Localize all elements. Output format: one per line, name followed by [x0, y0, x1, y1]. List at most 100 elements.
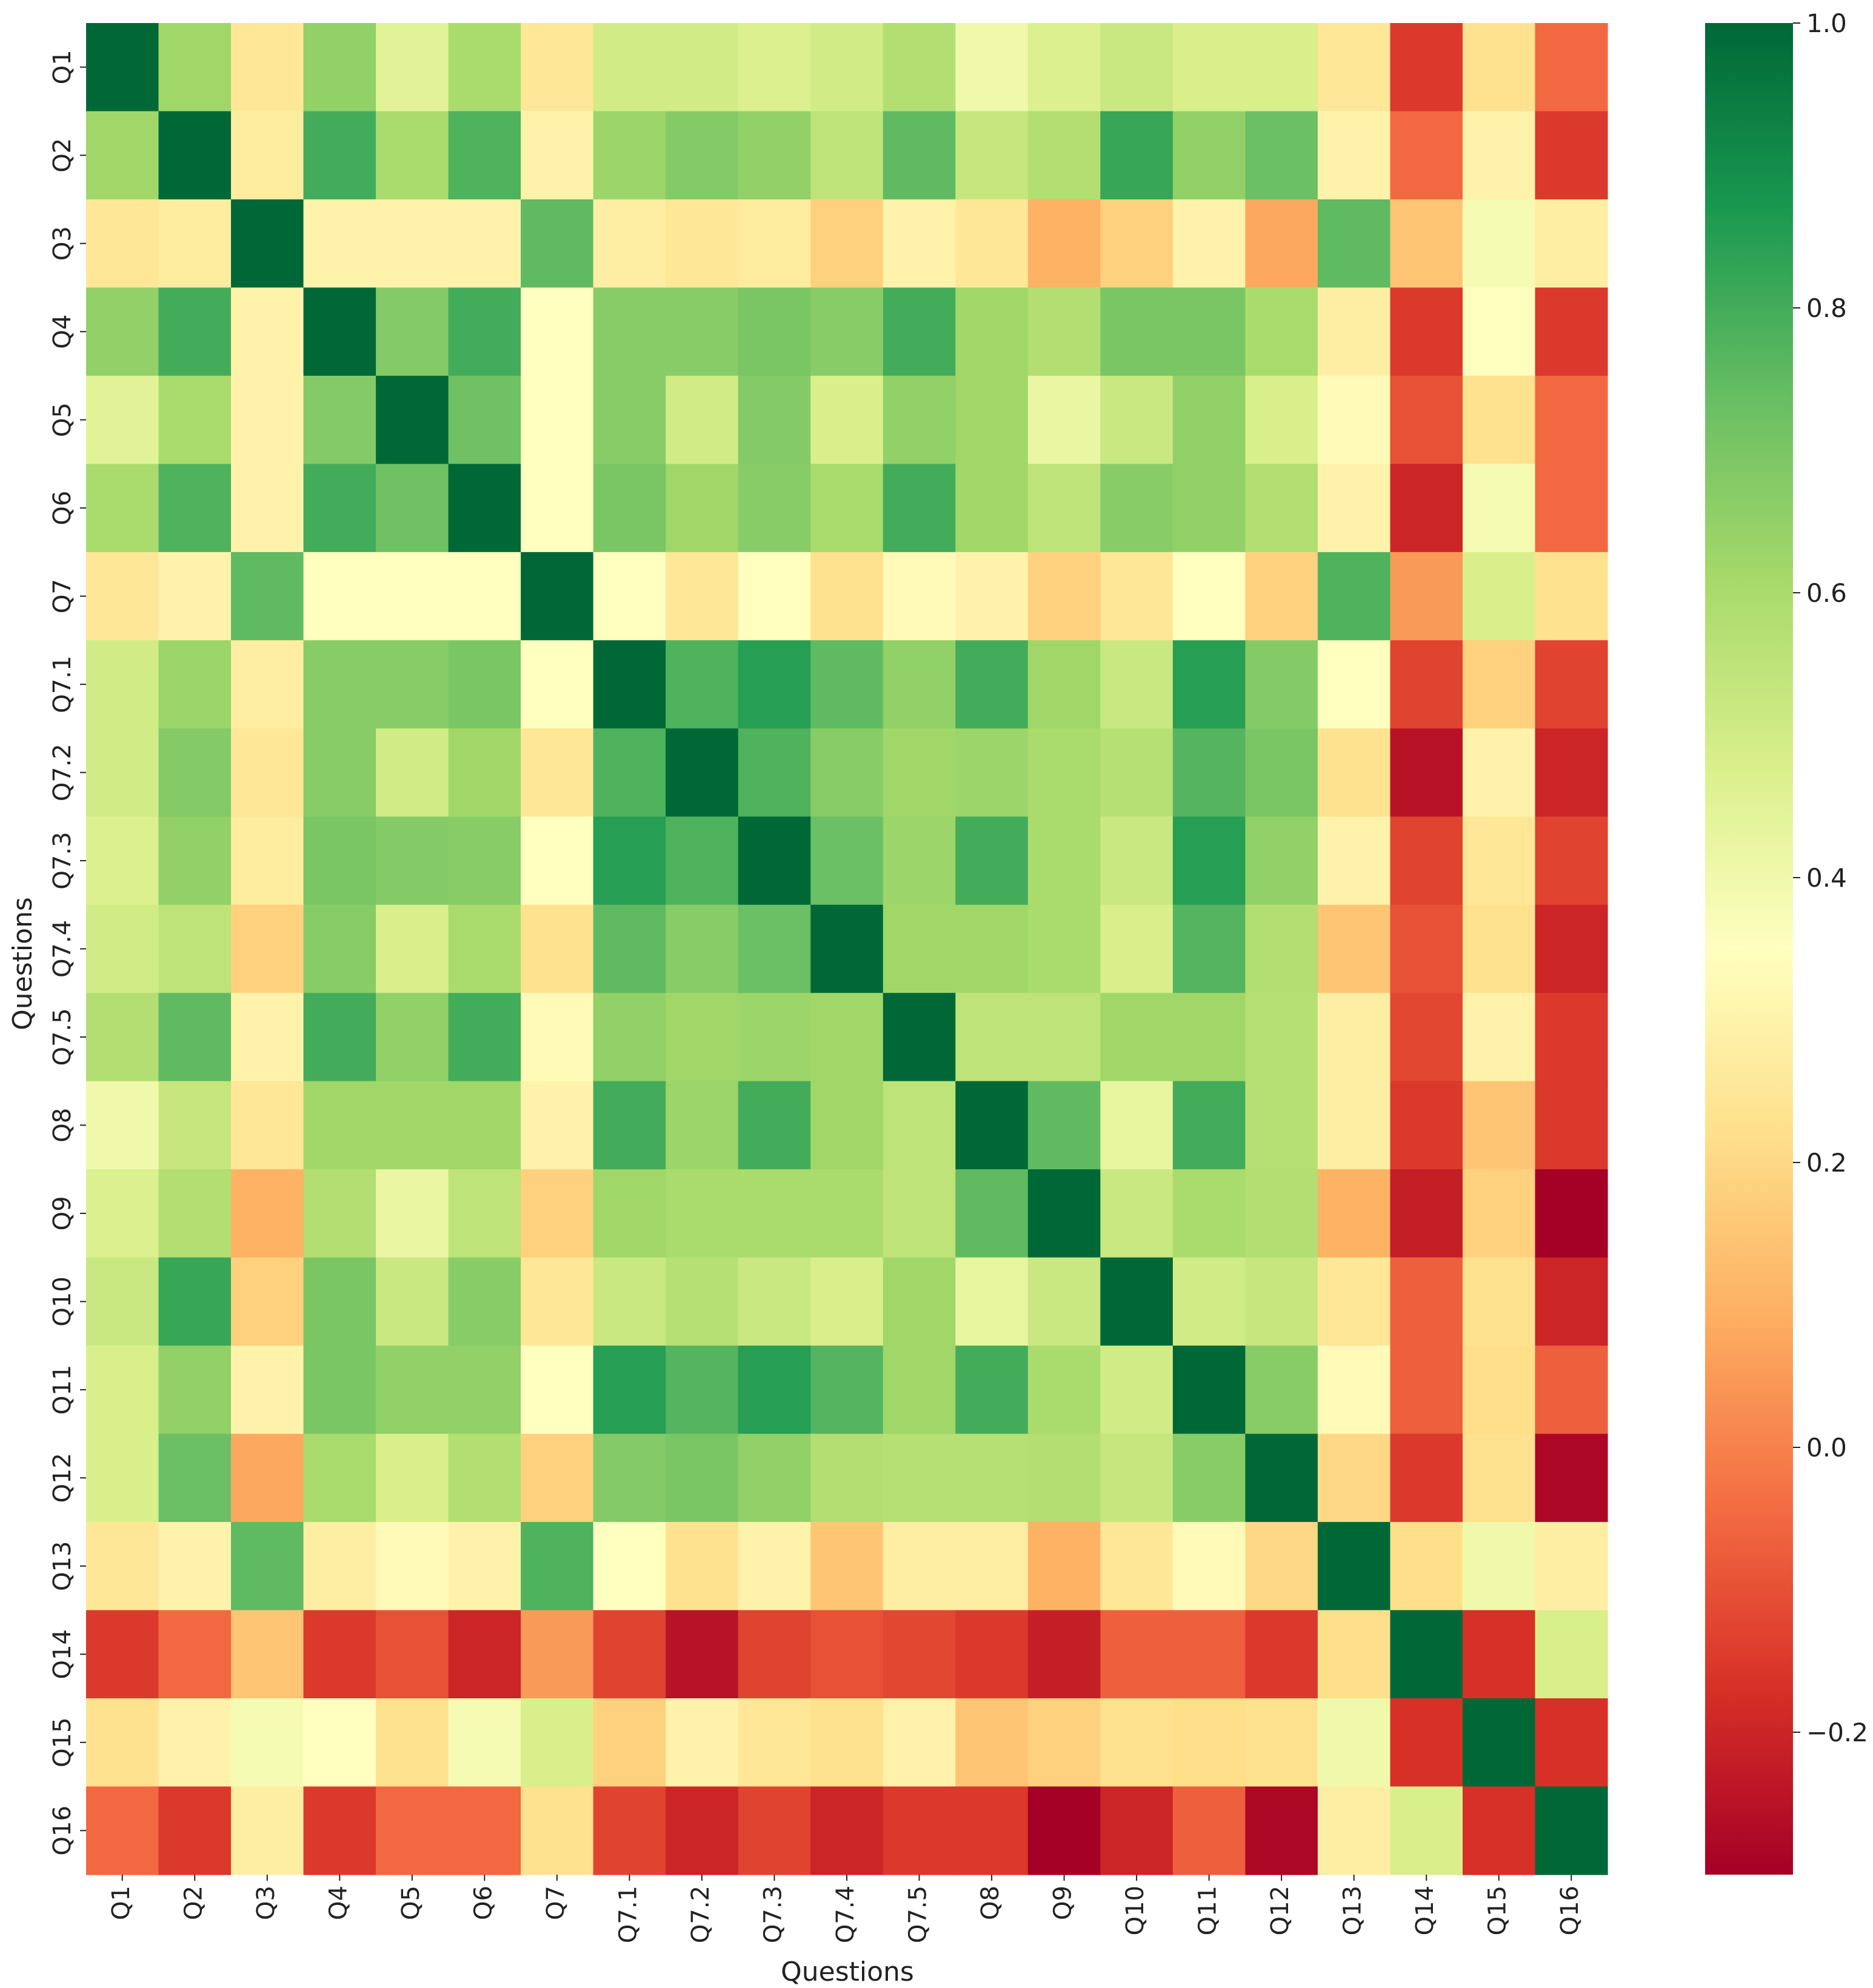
heatmap-cell-Q14-Q1 — [86, 1610, 159, 1699]
heatmap-cell-Q1-Q6 — [448, 23, 521, 112]
heatmap-cell-Q7.1-Q6 — [448, 640, 521, 729]
heatmap-cell-Q15-Q10 — [1100, 1698, 1174, 1787]
heatmap-cell-Q15-Q5 — [376, 1698, 449, 1787]
heatmap-cell-Q6-Q7.5 — [883, 464, 956, 553]
heatmap-cell-Q11-Q7.2 — [666, 1346, 739, 1435]
y-tick-label: Q5 — [48, 402, 76, 437]
heatmap-cell-Q4-Q12 — [1245, 287, 1318, 376]
heatmap-cell-Q14-Q5 — [376, 1610, 449, 1699]
heatmap-cell-Q7.1-Q2 — [158, 640, 232, 729]
heatmap-cell-Q1-Q9 — [1027, 23, 1101, 112]
heatmap-cell-Q9-Q5 — [376, 1169, 449, 1258]
heatmap-cell-Q16-Q3 — [231, 1786, 304, 1875]
heatmap-cell-Q13-Q5 — [376, 1522, 449, 1611]
heatmap-cell-Q12-Q16 — [1535, 1433, 1608, 1523]
heatmap-cell-Q14-Q14 — [1390, 1610, 1463, 1699]
heatmap-cell-Q1-Q15 — [1462, 23, 1536, 112]
heatmap-cell-Q9-Q7 — [521, 1169, 594, 1258]
heatmap-cell-Q7.2-Q7.3 — [738, 728, 811, 817]
heatmap-cell-Q6-Q11 — [1172, 464, 1246, 553]
heatmap-cell-Q5-Q11 — [1172, 375, 1246, 464]
heatmap-cell-Q1-Q7.5 — [883, 23, 956, 112]
heatmap-cell-Q7.4-Q12 — [1245, 904, 1318, 993]
heatmap-cell-Q2-Q1 — [86, 111, 159, 200]
heatmap-cell-Q7.3-Q7.3 — [738, 816, 811, 906]
heatmap-cell-Q9-Q7.4 — [810, 1169, 884, 1258]
heatmap-cell-Q7.1-Q7.1 — [593, 640, 666, 729]
x-tick-label: Q15 — [1484, 1886, 1512, 1935]
heatmap-cell-Q7.5-Q1 — [86, 993, 159, 1082]
x-tick-label: Q11 — [1194, 1886, 1222, 1935]
y-tick-label: Q3 — [48, 226, 76, 261]
heatmap-cell-Q15-Q7 — [521, 1698, 594, 1787]
heatmap-cell-Q7.3-Q10 — [1100, 816, 1174, 906]
heatmap-cell-Q3-Q13 — [1317, 199, 1391, 289]
heatmap-cell-Q7-Q13 — [1317, 552, 1391, 641]
heatmap-cell-Q3-Q11 — [1172, 199, 1246, 289]
heatmap-cell-Q2-Q10 — [1100, 111, 1174, 200]
heatmap-cell-Q6-Q4 — [303, 464, 376, 553]
heatmap-cell-Q13-Q8 — [955, 1522, 1029, 1611]
heatmap-cell-Q8-Q7.1 — [593, 1081, 666, 1170]
heatmap-cell-Q15-Q7.2 — [666, 1698, 739, 1787]
heatmap-cell-Q7.2-Q7.4 — [810, 728, 884, 817]
heatmap-cell-Q3-Q16 — [1535, 199, 1608, 289]
heatmap-cell-Q5-Q2 — [158, 375, 232, 464]
heatmap-cell-Q15-Q7.1 — [593, 1698, 666, 1787]
colorbar — [1705, 23, 1793, 1875]
heatmap-cell-Q3-Q7 — [521, 199, 594, 289]
heatmap-cell-Q7.1-Q12 — [1245, 640, 1318, 729]
heatmap-cell-Q7.5-Q3 — [231, 993, 304, 1082]
y-axis-label: Questions — [7, 897, 38, 1030]
heatmap-cell-Q5-Q9 — [1027, 375, 1101, 464]
heatmap-cell-Q11-Q1 — [86, 1346, 159, 1435]
heatmap-cell-Q7.3-Q12 — [1245, 816, 1318, 906]
heatmap-cell-Q2-Q7.1 — [593, 111, 666, 200]
x-tick-label: Q7.5 — [904, 1886, 932, 1943]
heatmap-cell-Q16-Q7.5 — [883, 1786, 956, 1875]
heatmap-cell-Q14-Q13 — [1317, 1610, 1391, 1699]
heatmap-cell-Q3-Q5 — [376, 199, 449, 289]
heatmap-cell-Q7.4-Q4 — [303, 904, 376, 993]
heatmap-cell-Q6-Q9 — [1027, 464, 1101, 553]
heatmap-cell-Q9-Q13 — [1317, 1169, 1391, 1258]
x-tick-label: Q3 — [252, 1886, 280, 1920]
heatmap-cell-Q7.2-Q5 — [376, 728, 449, 817]
heatmap-cell-Q6-Q7.3 — [738, 464, 811, 553]
heatmap-cell-Q1-Q7.2 — [666, 23, 739, 112]
heatmap-cell-Q10-Q14 — [1390, 1257, 1463, 1346]
heatmap-cell-Q14-Q2 — [158, 1610, 232, 1699]
heatmap-cell-Q7.2-Q1 — [86, 728, 159, 817]
heatmap-cell-Q2-Q15 — [1462, 111, 1536, 200]
heatmap-cell-Q4-Q4 — [303, 287, 376, 376]
heatmap-cell-Q8-Q3 — [231, 1081, 304, 1170]
heatmap-cell-Q7-Q14 — [1390, 552, 1463, 641]
heatmap-cell-Q16-Q7.1 — [593, 1786, 666, 1875]
x-tick-label: Q8 — [977, 1886, 1004, 1920]
x-tick-label: Q14 — [1411, 1886, 1439, 1935]
heatmap-cell-Q7.4-Q6 — [448, 904, 521, 993]
heatmap-cell-Q11-Q12 — [1245, 1346, 1318, 1435]
heatmap-cell-Q1-Q10 — [1100, 23, 1174, 112]
heatmap-cell-Q1-Q5 — [376, 23, 449, 112]
heatmap-cell-Q14-Q7.1 — [593, 1610, 666, 1699]
heatmap-cell-Q16-Q15 — [1462, 1786, 1536, 1875]
heatmap-cell-Q13-Q7.2 — [666, 1522, 739, 1611]
heatmap-cell-Q1-Q2 — [158, 23, 232, 112]
heatmap-cell-Q13-Q15 — [1462, 1522, 1536, 1611]
heatmap-cell-Q15-Q14 — [1390, 1698, 1463, 1787]
heatmap-cell-Q6-Q7.4 — [810, 464, 884, 553]
heatmap-cell-Q15-Q1 — [86, 1698, 159, 1787]
heatmap-cell-Q11-Q10 — [1100, 1346, 1174, 1435]
heatmap-cell-Q7.3-Q14 — [1390, 816, 1463, 906]
heatmap-cell-Q7.2-Q9 — [1027, 728, 1101, 817]
heatmap-cell-Q5-Q16 — [1535, 375, 1608, 464]
heatmap-cell-Q7-Q8 — [955, 552, 1029, 641]
colorbar-tick-label: 0.2 — [1806, 1148, 1847, 1178]
heatmap-cell-Q12-Q5 — [376, 1433, 449, 1523]
heatmap-cell-Q2-Q7.2 — [666, 111, 739, 200]
heatmap-cell-Q9-Q14 — [1390, 1169, 1463, 1258]
heatmap-cell-Q7.1-Q15 — [1462, 640, 1536, 729]
heatmap-cell-Q2-Q14 — [1390, 111, 1463, 200]
heatmap-cell-Q7.2-Q7.5 — [883, 728, 956, 817]
